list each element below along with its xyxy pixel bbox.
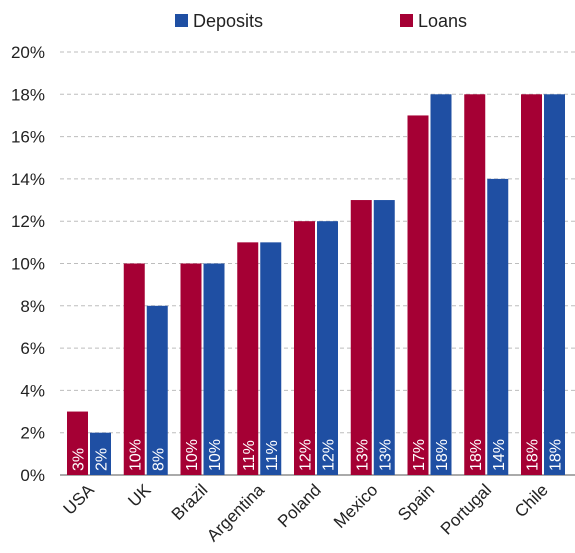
x-tick-label: Chile [511, 480, 552, 521]
data-label-deposits-argentina: 11% [264, 440, 281, 471]
x-tick-label: USA [60, 480, 99, 519]
legend-label: Loans [418, 11, 467, 31]
data-label-loans-spain: 17% [411, 439, 428, 471]
bar-loans-spain [407, 115, 429, 475]
data-label-deposits-usa: 2% [94, 448, 111, 471]
bar-loans-usa [67, 411, 88, 475]
y-tick-label: 0% [20, 466, 45, 485]
x-tick-label: Argentina [203, 480, 268, 545]
x-tick-label: UK [124, 480, 155, 511]
data-label-deposits-poland: 12% [321, 439, 338, 471]
data-label-deposits-brazil: 10% [207, 439, 224, 471]
y-tick-label: 8% [20, 297, 45, 316]
bar-deposits-portugal [487, 178, 509, 475]
y-tick-label: 4% [20, 381, 45, 400]
data-label-deposits-uk: 8% [150, 448, 167, 471]
bar-deposits-uk [146, 305, 168, 475]
data-label-loans-portugal: 18% [468, 439, 485, 471]
y-axis: 0% 2% 4% 6% 8% 10% 12% 14% 16% 18% 20% [11, 43, 45, 485]
bar-loans-portugal [464, 94, 486, 476]
bar-loans-mexico [350, 200, 372, 476]
x-tick-label: Portugal [437, 480, 495, 538]
x-tick-label: Brazil [168, 480, 211, 523]
x-tick-label: Spain [394, 480, 438, 524]
bar-loans-argentina [237, 242, 259, 475]
data-label-deposits-portugal: 14% [491, 439, 508, 471]
legend-swatch [400, 14, 413, 27]
bar-loans-chile [521, 94, 542, 476]
data-label-deposits-spain: 18% [434, 439, 451, 471]
data-label-loans-mexico: 13% [354, 439, 371, 471]
data-label-loans-argentina: 11% [241, 440, 258, 471]
x-tick-label: Mexico [330, 480, 382, 532]
legend-swatch [175, 14, 188, 27]
bar-deposits-mexico [373, 200, 395, 476]
y-tick-label: 10% [11, 255, 45, 274]
y-tick-label: 12% [11, 212, 45, 231]
bar-deposits-spain [430, 94, 452, 476]
legend-item-deposits: Deposits [175, 11, 263, 31]
data-label-deposits-mexico: 13% [377, 439, 394, 471]
x-tick-label: Poland [274, 480, 325, 531]
y-tick-label: 20% [11, 43, 45, 62]
legend-item-loans: Loans [400, 11, 467, 31]
y-tick-label: 16% [11, 128, 45, 147]
data-label-loans-chile: 18% [525, 439, 542, 471]
y-tick-label: 18% [11, 85, 45, 104]
y-tick-label: 6% [20, 339, 45, 358]
bar-loans-brazil [180, 263, 202, 475]
bar-loans-uk [123, 263, 145, 475]
legend-label: Deposits [193, 11, 263, 31]
bar-loans-poland [294, 221, 315, 475]
data-labels: 3% 2% 10% 8% 10% 10% 11% 11% 12% 12% 13% 13% 17% 18% 1… [71, 439, 565, 471]
legend: Deposits Loans [175, 11, 467, 31]
bar-deposits-chile [544, 94, 565, 476]
y-tick-label: 2% [20, 424, 45, 443]
data-label-deposits-chile: 18% [548, 439, 565, 471]
bar-deposits-poland [317, 221, 338, 475]
bar-deposits-brazil [203, 263, 225, 475]
data-label-loans-usa: 3% [71, 448, 88, 471]
data-label-loans-uk: 10% [127, 439, 144, 471]
bars [67, 94, 565, 476]
bar-deposits-argentina [260, 242, 282, 475]
bar-deposits-usa [90, 432, 111, 475]
data-label-loans-poland: 12% [298, 439, 315, 471]
data-label-loans-brazil: 10% [184, 439, 201, 471]
y-tick-label: 14% [11, 170, 45, 189]
